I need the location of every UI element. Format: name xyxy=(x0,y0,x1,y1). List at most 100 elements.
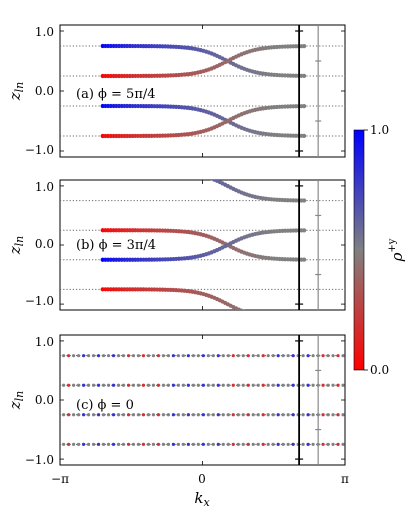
data-point xyxy=(226,442,230,446)
data-point xyxy=(136,383,141,387)
data-point xyxy=(251,442,255,446)
data-point xyxy=(111,442,116,446)
data-point xyxy=(96,413,101,417)
data-point xyxy=(271,354,275,358)
data-point xyxy=(256,442,260,446)
data-point xyxy=(191,442,195,446)
data-point xyxy=(272,316,276,320)
data-point xyxy=(171,354,175,358)
data-point xyxy=(62,354,66,358)
data-point xyxy=(286,354,290,358)
data-point xyxy=(276,354,280,358)
data-point xyxy=(216,383,220,387)
data-point xyxy=(106,413,111,417)
data-point xyxy=(86,442,91,446)
data-point xyxy=(246,442,250,446)
data-point xyxy=(180,170,184,174)
panel-b: (b) ϕ = 3π/4 1.0 0.0 −1.0 zln xyxy=(6,169,346,321)
data-point xyxy=(174,170,178,174)
data-point xyxy=(302,73,307,78)
data-point xyxy=(136,413,141,417)
data-point xyxy=(297,317,301,321)
data-point xyxy=(91,354,96,358)
data-point xyxy=(276,383,280,387)
data-point xyxy=(321,383,325,387)
data-point xyxy=(151,413,156,417)
xtick-pi: π xyxy=(341,472,349,486)
data-point xyxy=(261,383,265,387)
data-point xyxy=(321,442,325,446)
data-point xyxy=(331,442,335,446)
panel-a-ytick-bottom: −1.0 xyxy=(25,143,54,157)
data-point xyxy=(326,383,330,387)
data-point xyxy=(261,314,265,318)
data-point xyxy=(206,354,210,358)
data-point xyxy=(116,413,121,417)
data-point xyxy=(136,354,141,358)
data-point xyxy=(176,383,180,387)
data-point xyxy=(96,354,101,358)
data-point xyxy=(116,354,121,358)
data-point xyxy=(221,413,225,417)
panel-c-ytick-top: 1.0 xyxy=(35,335,54,349)
panel-a-ylabel: zln xyxy=(6,82,26,102)
data-point xyxy=(156,383,161,387)
data-point xyxy=(121,413,126,417)
data-point xyxy=(72,354,76,358)
data-point xyxy=(176,354,180,358)
data-point xyxy=(161,383,166,387)
data-point xyxy=(81,413,86,417)
data-point xyxy=(216,354,220,358)
data-point xyxy=(151,442,156,446)
data-point xyxy=(101,354,106,358)
data-point xyxy=(231,413,235,417)
data-point xyxy=(206,413,210,417)
data-point xyxy=(291,442,295,446)
data-point xyxy=(191,413,195,417)
data-point xyxy=(207,175,211,179)
data-point xyxy=(177,170,181,174)
data-point xyxy=(243,309,246,310)
data-point xyxy=(161,413,166,417)
data-point xyxy=(281,383,285,387)
data-point xyxy=(251,354,255,358)
data-point xyxy=(116,442,121,446)
data-point xyxy=(101,169,105,173)
data-point xyxy=(271,383,275,387)
data-point xyxy=(248,312,252,316)
data-point xyxy=(72,383,76,387)
panel-c-marks xyxy=(59,335,346,465)
data-point xyxy=(271,442,275,446)
panel-a-ytick-mid: 0.0 xyxy=(35,84,54,98)
data-point xyxy=(291,413,295,417)
data-point xyxy=(188,171,192,175)
data-point xyxy=(156,354,161,358)
xtick-zero: 0 xyxy=(198,472,206,486)
data-point xyxy=(163,169,167,173)
data-point xyxy=(117,169,121,173)
data-point xyxy=(256,354,260,358)
data-point xyxy=(286,316,290,320)
data-point xyxy=(286,442,290,446)
data-point xyxy=(181,413,185,417)
data-point xyxy=(91,383,96,387)
data-point xyxy=(226,354,230,358)
data-point xyxy=(181,354,185,358)
data-point xyxy=(321,413,325,417)
data-point xyxy=(306,442,310,446)
data-point xyxy=(76,442,81,446)
data-point xyxy=(221,354,225,358)
data-point xyxy=(271,413,275,417)
data-point xyxy=(281,354,285,358)
data-point xyxy=(101,442,106,446)
data-point xyxy=(158,169,162,173)
data-point xyxy=(336,354,340,358)
data-point xyxy=(311,383,315,387)
data-point xyxy=(211,383,215,387)
data-point xyxy=(206,442,210,446)
data-point xyxy=(156,413,161,417)
data-point xyxy=(199,173,203,177)
data-point xyxy=(253,313,257,317)
data-point xyxy=(256,413,260,417)
